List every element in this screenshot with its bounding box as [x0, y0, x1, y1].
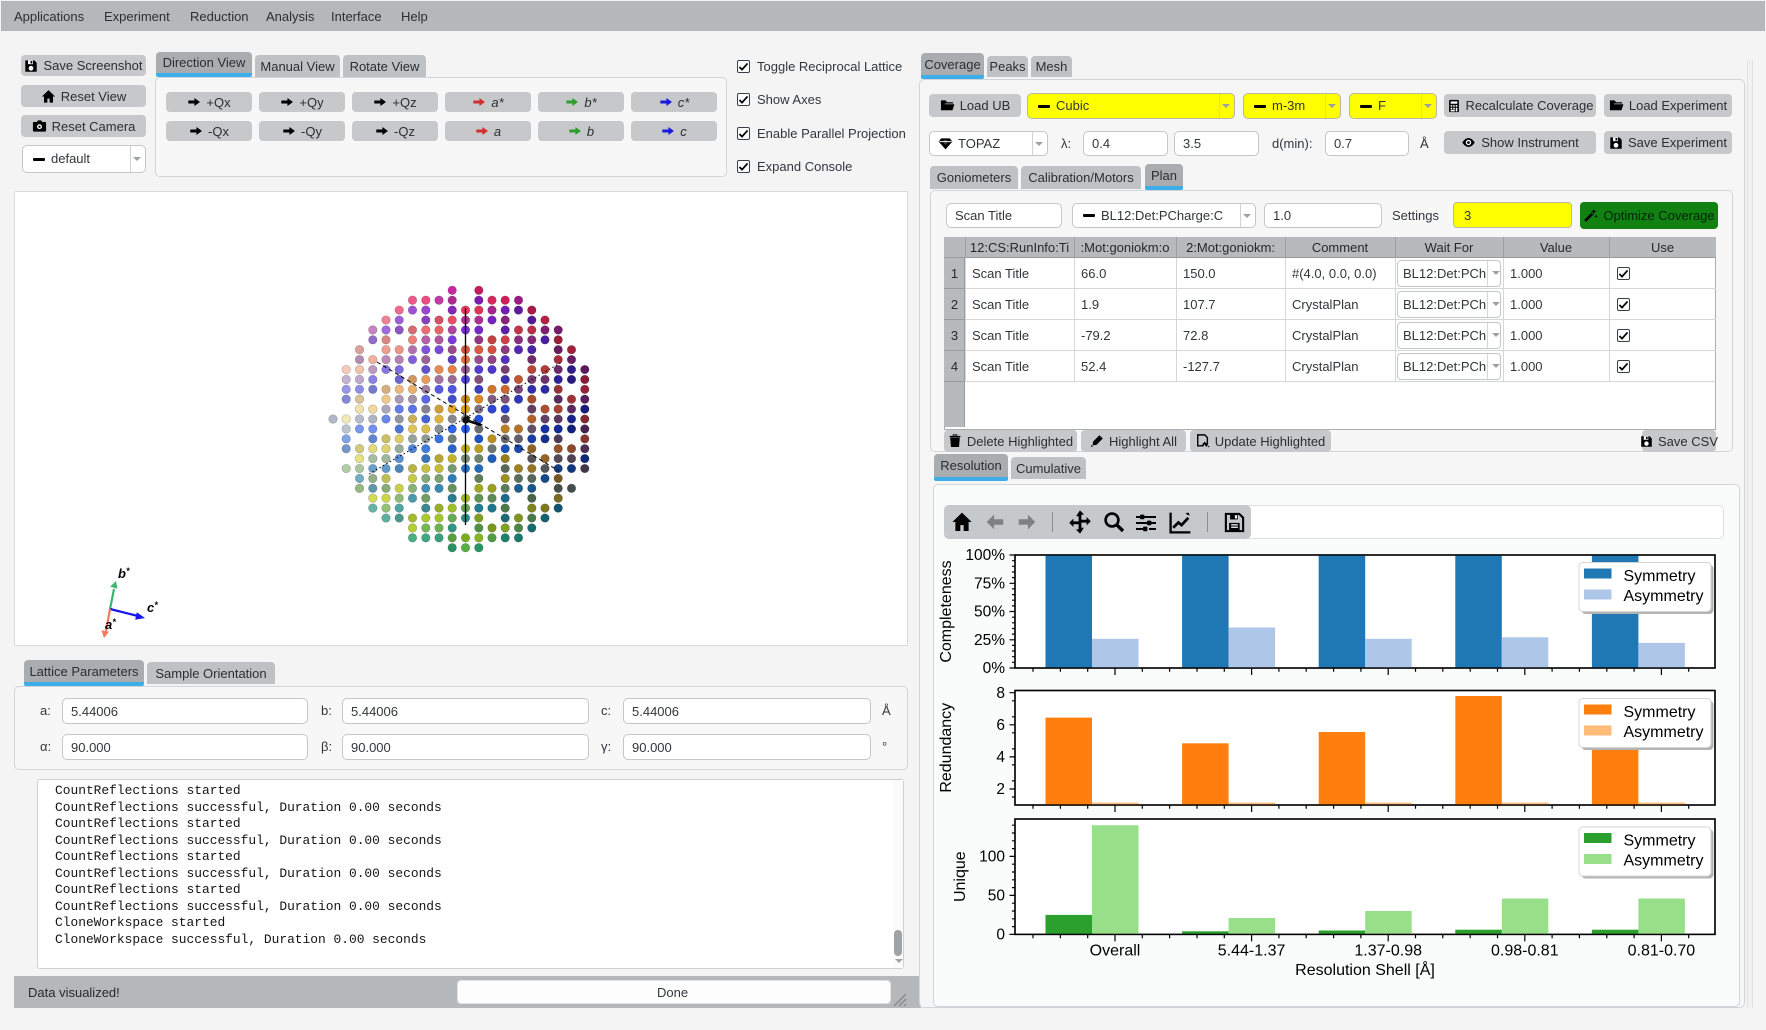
svg-text:2: 2 — [996, 781, 1005, 798]
svg-text:c*: c* — [147, 600, 158, 615]
svg-text:0.81-0.70: 0.81-0.70 — [1628, 943, 1696, 960]
svg-text:6: 6 — [996, 717, 1005, 734]
svg-text:100%: 100% — [965, 547, 1005, 564]
svg-text:25%: 25% — [974, 632, 1005, 649]
svg-text:4: 4 — [996, 749, 1005, 766]
svg-text:Overall: Overall — [1090, 943, 1141, 960]
svg-text:Symmetry: Symmetry — [1624, 833, 1696, 850]
svg-text:a*: a* — [105, 617, 116, 632]
svg-text:0%: 0% — [983, 660, 1006, 677]
svg-text:75%: 75% — [974, 576, 1005, 593]
svg-text:50: 50 — [988, 888, 1006, 905]
svg-text:0.98-0.81: 0.98-0.81 — [1491, 943, 1559, 960]
svg-text:5.44-1.37: 5.44-1.37 — [1218, 943, 1286, 960]
svg-text:0: 0 — [996, 927, 1005, 944]
svg-text:Asymmetry: Asymmetry — [1624, 724, 1704, 741]
svg-text:b*: b* — [118, 566, 130, 581]
svg-text:50%: 50% — [974, 604, 1005, 621]
svg-text:8: 8 — [996, 685, 1005, 702]
svg-text:Redundancy: Redundancy — [938, 703, 955, 793]
svg-text:Unique: Unique — [952, 851, 969, 902]
svg-text:100: 100 — [979, 849, 1005, 866]
svg-text:1.37-0.98: 1.37-0.98 — [1354, 943, 1422, 960]
svg-text:Asymmetry: Asymmetry — [1624, 853, 1704, 870]
svg-text:Symmetry: Symmetry — [1624, 568, 1696, 585]
svg-text:Asymmetry: Asymmetry — [1624, 588, 1704, 605]
svg-text:Symmetry: Symmetry — [1624, 704, 1696, 721]
svg-text:Completeness: Completeness — [938, 560, 955, 662]
svg-text:Resolution Shell [Å]: Resolution Shell [Å] — [1295, 960, 1435, 979]
